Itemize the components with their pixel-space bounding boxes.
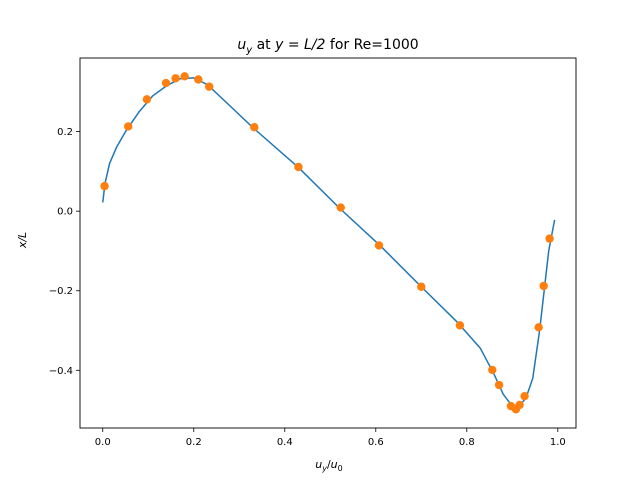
data-point (545, 234, 554, 243)
data-point (100, 181, 109, 191)
x-tick-label: 0.2 (186, 437, 202, 448)
plot-area (80, 58, 576, 428)
x-tick-label: 0.6 (368, 437, 384, 448)
data-point (336, 203, 345, 212)
y-axis-ticks: −0.4 −0.2 0.0 0.2 (49, 127, 80, 377)
x-axis-label: uy/u0 (315, 458, 343, 473)
axes-spines (79, 57, 577, 429)
data-point (455, 321, 465, 330)
plot-background (80, 58, 576, 428)
data-point (488, 365, 497, 375)
data-point (194, 75, 203, 84)
data-point (294, 162, 303, 172)
data-point (520, 391, 529, 401)
data-point (539, 281, 548, 291)
data-point (494, 380, 504, 390)
data-point (417, 282, 426, 291)
series-layer (100, 72, 556, 414)
x-tick-label: 1.0 (550, 437, 566, 448)
data-point (515, 400, 524, 410)
data-point (374, 241, 384, 250)
x-axis-ticks: 0.0 0.2 0.4 0.6 0.8 1.0 (95, 428, 566, 448)
data-point (171, 74, 180, 83)
y-tick-label: −0.4 (49, 366, 73, 377)
x-tick-label: 0.0 (95, 437, 111, 448)
data-point (142, 95, 152, 104)
data-point (124, 122, 133, 131)
data-point (250, 123, 259, 132)
data-point (161, 78, 171, 88)
x-tick-label: 0.8 (459, 437, 475, 448)
y-tick-label: 0.2 (57, 127, 73, 138)
data-point (534, 323, 543, 332)
data-point (180, 72, 189, 81)
axes-frame (79, 57, 577, 429)
chart-title: uy at y = L/2 for Re=1000 (237, 37, 418, 56)
x-tick-label: 0.4 (277, 437, 293, 448)
data-point (205, 82, 214, 91)
y-tick-label: −0.2 (49, 286, 73, 297)
y-axis-label: x/L (16, 232, 29, 249)
y-tick-label: 0.0 (57, 207, 73, 218)
